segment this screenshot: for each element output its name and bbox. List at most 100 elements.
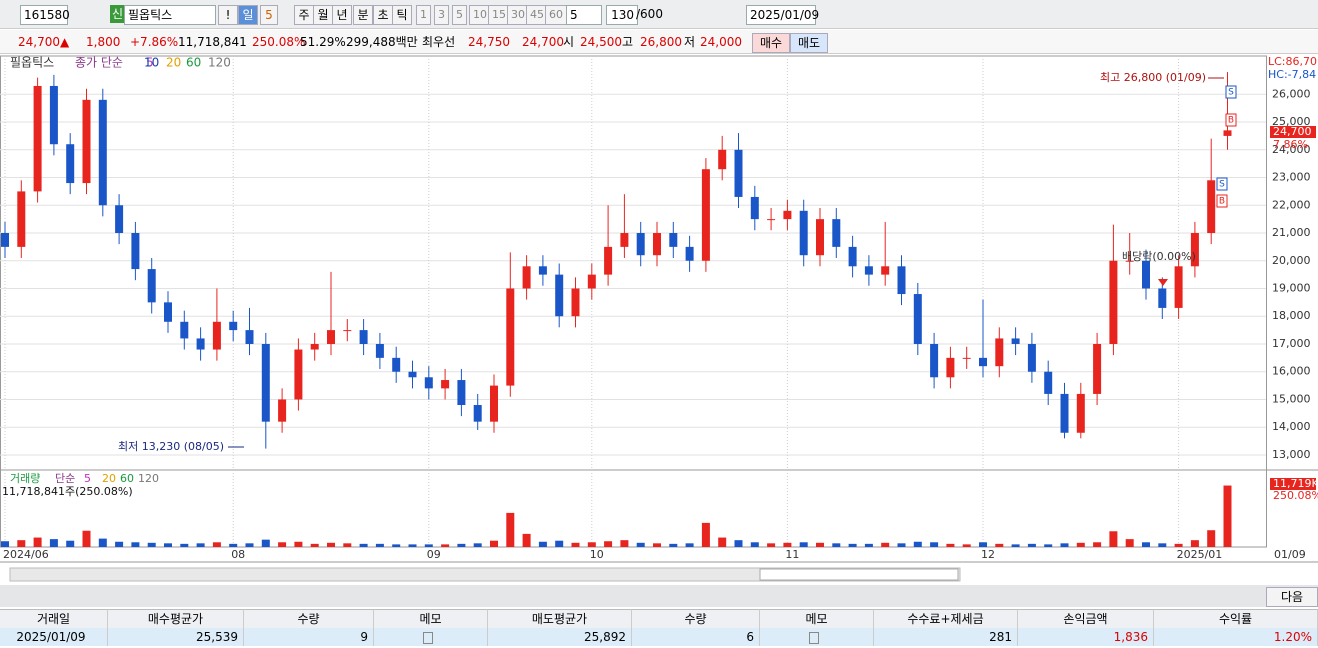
tab-button[interactable]: 년 xyxy=(332,5,352,25)
candle-body xyxy=(604,246,613,275)
volume-bar xyxy=(66,540,75,547)
candle-body xyxy=(897,266,906,295)
interval-button[interactable]: 1 xyxy=(416,5,431,25)
volume-ma-period: 60 xyxy=(120,472,134,485)
interval-button[interactable]: 3 xyxy=(434,5,449,25)
dividend-marker xyxy=(1158,279,1168,286)
candle-body xyxy=(278,399,287,422)
end-date: 01/09 xyxy=(1274,548,1306,561)
candle-body xyxy=(1027,343,1036,372)
candle-body xyxy=(17,191,26,247)
candle-body xyxy=(1060,393,1069,433)
quote-high-label: 고 xyxy=(622,35,634,49)
quote-low-label: 저 xyxy=(684,35,696,49)
legend-ma-period: 120 xyxy=(208,56,231,70)
candle-body xyxy=(131,233,140,270)
volume-bar xyxy=(457,543,466,547)
table-cell xyxy=(374,628,488,646)
candle-body xyxy=(620,233,629,247)
table-cell: 1,836 xyxy=(1018,628,1154,646)
candle-body xyxy=(82,99,91,184)
candle-body xyxy=(49,85,58,145)
chart: 13,000 14,000 15,000 16,000 17,000 18,000 19,0… xyxy=(0,55,1318,582)
count-input: 130 xyxy=(606,5,638,25)
tab-button[interactable]: 주 xyxy=(294,5,314,25)
volume-bar xyxy=(1027,543,1036,547)
buy-button[interactable]: 매수 xyxy=(752,33,790,53)
candle-body xyxy=(1044,371,1053,394)
table-cell: 9 xyxy=(244,628,374,646)
candle-body xyxy=(995,338,1004,367)
volume-bar xyxy=(1,541,9,547)
candle-body xyxy=(392,357,401,372)
volume-bar xyxy=(359,543,368,547)
candle-body xyxy=(359,330,368,344)
memo-icon[interactable] xyxy=(423,631,433,644)
table-header: 손익금액 xyxy=(1018,609,1154,628)
volume-bar xyxy=(1109,531,1118,547)
alert-button[interactable]: ! xyxy=(218,5,238,25)
volume-bar xyxy=(1076,542,1085,547)
x-tick-label: 10 xyxy=(590,548,604,561)
table-header: 매수평균가 xyxy=(108,609,244,628)
candle-body xyxy=(327,330,335,344)
volume-bar xyxy=(799,542,808,547)
volume-bar xyxy=(294,541,303,547)
candle-body xyxy=(1190,233,1199,267)
volume-ma-period: 5 xyxy=(84,472,91,485)
candle-body xyxy=(1093,343,1102,394)
table-header: 메모 xyxy=(760,609,874,628)
candle-body xyxy=(750,196,759,220)
candle-body xyxy=(147,269,156,303)
volume-bar xyxy=(506,512,515,547)
volume-bar xyxy=(620,540,629,547)
signal-badge xyxy=(1216,177,1228,191)
interval-button[interactable]: 5 xyxy=(452,5,467,25)
interval-button[interactable]: 45 xyxy=(526,5,548,25)
tab-button[interactable]: 틱 xyxy=(392,5,412,25)
signal-badge xyxy=(1216,194,1228,208)
tab-button[interactable]: 월 xyxy=(313,5,333,25)
volume-bar xyxy=(212,542,221,547)
tab-button[interactable]: 초 xyxy=(373,5,393,25)
signal-label: S xyxy=(1228,88,1234,98)
volume-ma-label: 단순 xyxy=(55,472,75,485)
last-price-box xyxy=(1270,126,1316,138)
candle-body xyxy=(571,288,580,317)
volume-bar xyxy=(832,543,841,547)
quote-low: 24,000 xyxy=(700,35,742,49)
candle-body xyxy=(408,371,417,378)
candle-body xyxy=(115,205,124,234)
volume-bar xyxy=(310,543,319,547)
period-number[interactable]: 5 xyxy=(260,5,278,25)
interval-button[interactable]: 60 xyxy=(545,5,567,25)
volume-bar xyxy=(653,543,661,547)
volume-bar xyxy=(1190,540,1199,547)
legend-ma-label: 종가 단순 xyxy=(75,56,123,70)
interval-select: 5 xyxy=(566,5,602,25)
interval-button[interactable]: 30 xyxy=(507,5,529,25)
volume-bar xyxy=(229,543,238,547)
quote-price: 24,700 xyxy=(18,35,60,49)
volume-bar xyxy=(147,542,156,547)
candle-body xyxy=(587,274,596,289)
x-tick-label: 09 xyxy=(427,548,441,561)
y-tick-label: 20,000 xyxy=(1272,254,1311,267)
candle-body xyxy=(1011,338,1020,344)
volume-bar xyxy=(685,543,694,547)
volume-bar xyxy=(98,538,107,547)
y-tick-label: 24,000 xyxy=(1272,143,1311,156)
tab-button[interactable]: 분 xyxy=(353,5,373,25)
table-cell: 25,539 xyxy=(108,628,244,646)
scrollbar xyxy=(9,567,961,582)
next-button[interactable]: 다음 xyxy=(1266,587,1318,607)
last-price-label: 24,700 xyxy=(1273,125,1312,138)
sell-button[interactable]: 매도 xyxy=(790,33,828,53)
volume-ratio-label: 250.08% xyxy=(1273,489,1318,502)
volume-bar xyxy=(17,540,26,547)
signal-label: B xyxy=(1219,197,1225,207)
period-button[interactable]: 일 xyxy=(238,5,258,25)
candle-body xyxy=(799,210,808,256)
volume-bar xyxy=(441,544,450,547)
memo-icon[interactable] xyxy=(809,631,819,644)
